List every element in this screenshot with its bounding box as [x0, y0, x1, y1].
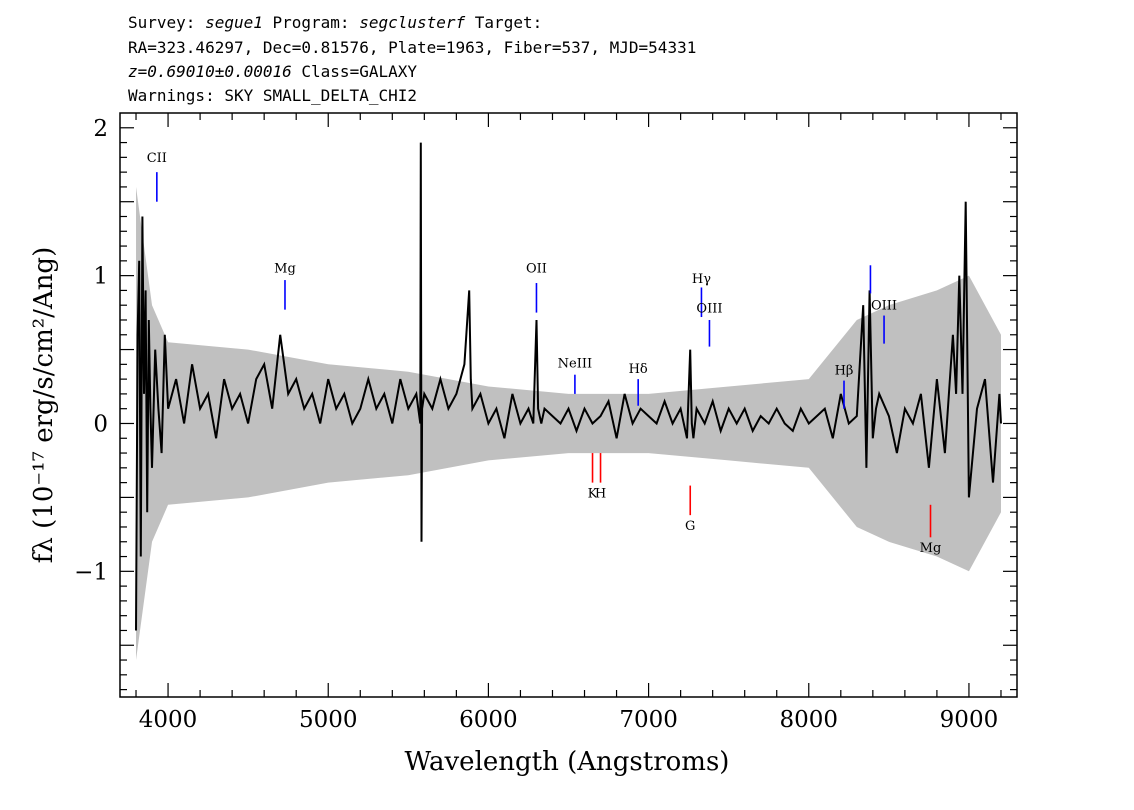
x-tick-label: 7000 [619, 707, 678, 733]
header-line-2: RA=323.46297, Dec=0.81576, Plate=1963, F… [128, 38, 696, 57]
program-prefix: Program: [263, 13, 359, 32]
emission-line-label: Mg [274, 262, 296, 277]
plot-frame [119, 112, 1018, 698]
header-warnings: Warnings: SKY SMALL_DELTA_CHI2 [128, 86, 417, 105]
spectral-line-markers: CII Mg OII NeIII Hδ Hγ OIII Hβ OIII KH G Mg [147, 151, 942, 556]
y-tick-label: 1 [93, 264, 108, 290]
survey-prefix: Survey: [128, 13, 205, 32]
header-line-3: z=0.69010±0.00016 Class=GALAXY [128, 62, 417, 81]
emission-line-label: OIII [871, 299, 897, 314]
y-axis-title: fλ (10⁻¹⁷ erg/s/cm²/Ang) [29, 247, 59, 563]
emission-line-label: Hγ [692, 272, 711, 287]
header-line-1: Survey: segue1 Program: segclusterf Targ… [128, 13, 542, 32]
emission-line-label: NeIII [558, 356, 592, 371]
emission-line-label: OIII [696, 302, 722, 317]
emission-line-label: OII [526, 262, 547, 277]
target-label: Target: [465, 13, 542, 32]
error-band-area [136, 186, 1001, 660]
flux-series [135, 142, 1002, 631]
absorption-line-label: H [595, 486, 606, 501]
emission-line-label: CII [147, 151, 167, 166]
y-tick-label: 0 [93, 411, 108, 437]
absorption-line-label: Mg [920, 541, 942, 556]
x-tick-label: 8000 [779, 707, 838, 733]
class-value: Class=GALAXY [292, 62, 418, 81]
error-band [136, 186, 1001, 660]
program-name: segclusterf [359, 13, 465, 32]
absorption-line-label: G [685, 519, 695, 534]
flux-line [135, 142, 1002, 631]
x-tick-label: 4000 [139, 707, 198, 733]
x-axis-title: Wavelength (Angstroms) [405, 747, 730, 777]
absorption-line-label: K [588, 486, 598, 501]
y-tick-label: 2 [93, 116, 108, 142]
redshift-value: z=0.69010±0.00016 [128, 62, 292, 81]
survey-name: segue1 [205, 13, 263, 32]
x-tick-label: 5000 [299, 707, 358, 733]
emission-line-label: Hδ [629, 362, 648, 377]
y-tick-label: −1 [74, 559, 108, 585]
axes: 4000 5000 6000 7000 8000 9000 −1 0 1 2 [74, 112, 1018, 733]
emission-line-label: Hβ [835, 364, 854, 379]
x-tick-label: 9000 [940, 707, 999, 733]
x-tick-label: 6000 [459, 707, 518, 733]
chart-header: Survey: segue1 Program: segclusterf Targ… [128, 13, 696, 105]
